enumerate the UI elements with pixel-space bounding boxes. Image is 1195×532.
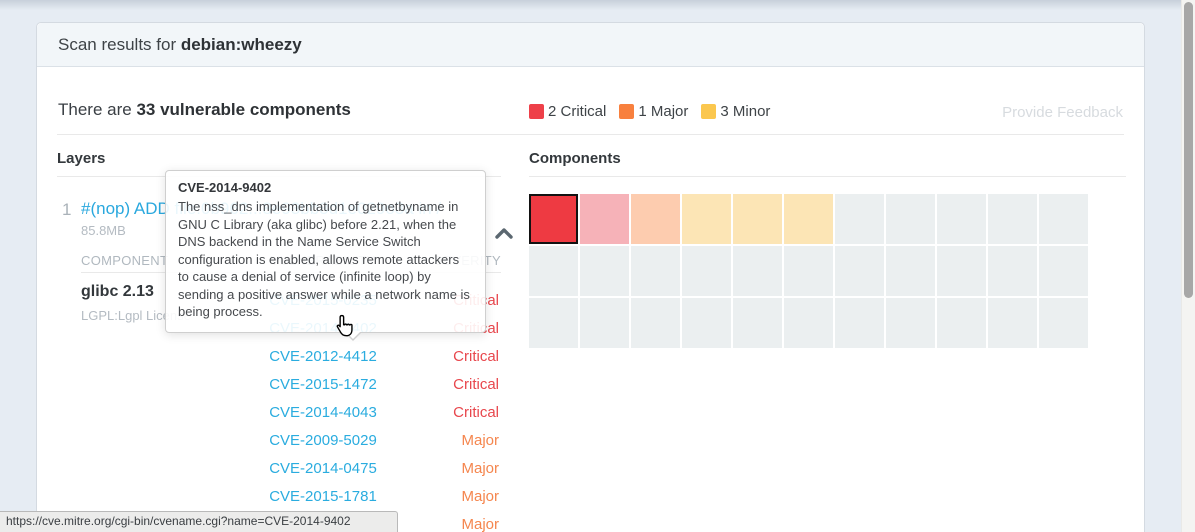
collapse-layer-button[interactable] (494, 226, 514, 240)
component-cell-none[interactable] (886, 246, 935, 296)
legend-swatch-icon (701, 104, 717, 119)
scan-results-panel: Scan results for debian:wheezy There are… (36, 22, 1145, 532)
cve-link[interactable]: CVE-2012-4412 (269, 348, 377, 365)
provide-feedback-link[interactable]: Provide Feedback (1002, 104, 1123, 121)
component-name: glibc 2.13 (81, 283, 154, 300)
tooltip-caret-fill (345, 330, 361, 339)
component-cell-critical-light[interactable] (580, 194, 629, 244)
layer-title-visible: #(nop) ADD (81, 199, 175, 218)
component-cell-none[interactable] (886, 298, 935, 348)
table-row: CVE-2009-5029 Major (81, 432, 501, 454)
panel-title-prefix: Scan results for (58, 35, 181, 54)
severity-badge: Major (461, 460, 499, 477)
cve-link[interactable]: CVE-2009-5029 (269, 432, 377, 449)
component-cell-none[interactable] (631, 298, 680, 348)
component-cell-none[interactable] (835, 194, 884, 244)
cve-link[interactable]: CVE-2015-1472 (269, 376, 377, 393)
component-cell-none[interactable] (937, 298, 986, 348)
legend-label: 1 Major (638, 103, 689, 120)
legend-swatch-icon (529, 104, 544, 119)
chevron-up-icon (495, 228, 513, 239)
component-cell-none[interactable] (937, 246, 986, 296)
cve-link[interactable]: CVE-2015-1781 (269, 488, 377, 505)
page-scrollbar[interactable] (1181, 0, 1195, 532)
legend-item-2: 3 Minor (701, 103, 770, 120)
layer-size: 85.8MB (81, 223, 126, 238)
severity-legend: 2 Critical 1 Major 3 Minor (529, 103, 783, 120)
panel-title: Scan results for debian:wheezy (37, 23, 1144, 67)
legend-swatch-icon (619, 104, 635, 119)
table-row: CVE-2015-1472 Critical (81, 376, 501, 398)
component-cell-none[interactable] (529, 246, 578, 296)
legend-label: 3 Minor (720, 103, 771, 120)
component-cell-minor[interactable] (682, 194, 731, 244)
table-row: Major (81, 516, 501, 532)
browser-status-bar: https://cve.mitre.org/cgi-bin/cvename.cg… (0, 511, 398, 532)
summary-prefix: There are (58, 100, 137, 119)
severity-badge: Critical (453, 376, 499, 393)
component-cell-none[interactable] (580, 246, 629, 296)
component-cell-none[interactable] (682, 298, 731, 348)
legend-item-1: 1 Major (619, 103, 688, 120)
component-cell-none[interactable] (733, 246, 782, 296)
component-cell-none[interactable] (580, 298, 629, 348)
components-divider (529, 176, 1126, 177)
cve-tooltip-title: CVE-2014-9402 (178, 180, 272, 195)
cve-tooltip: CVE-2014-9402 The nss_dns implementation… (165, 170, 486, 341)
layer-index: 1 (62, 200, 72, 219)
severity-badge: Critical (453, 404, 499, 421)
legend-label: 2 Critical (548, 103, 607, 120)
severity-badge: Critical (453, 348, 499, 365)
component-cell-none[interactable] (937, 194, 986, 244)
components-section-title: Components (529, 150, 621, 167)
component-cell-none[interactable] (784, 246, 833, 296)
component-cell-none[interactable] (682, 246, 731, 296)
component-cell-none[interactable] (988, 246, 1037, 296)
table-row: CVE-2015-1781 Major (81, 488, 501, 510)
table-row: CVE-2012-4412 Critical (81, 348, 501, 370)
component-cell-major[interactable] (631, 194, 680, 244)
component-cell-none[interactable] (1039, 194, 1088, 244)
layers-section-title: Layers (57, 150, 106, 167)
component-cell-none[interactable] (886, 194, 935, 244)
component-cell-minor[interactable] (784, 194, 833, 244)
cve-tooltip-description: The nss_dns implementation of getnetbyna… (178, 199, 470, 319)
component-cell-none[interactable] (631, 246, 680, 296)
component-cell-none[interactable] (1039, 298, 1088, 348)
summary-count: 33 vulnerable components (136, 100, 351, 119)
scrollbar-thumb[interactable] (1184, 2, 1193, 298)
component-cell-critical[interactable] (529, 194, 578, 244)
legend-item-0: 2 Critical (529, 103, 606, 120)
component-cell-minor[interactable] (733, 194, 782, 244)
component-cell-none[interactable] (988, 194, 1037, 244)
component-cell-none[interactable] (835, 298, 884, 348)
cve-link[interactable]: CVE-2014-4043 (269, 404, 377, 421)
severity-badge: Major (461, 516, 499, 532)
image-name: debian:wheezy (180, 35, 302, 54)
vulnerable-components-summary: There are 33 vulnerable components (58, 100, 351, 120)
component-cell-none[interactable] (988, 298, 1037, 348)
component-cell-none[interactable] (733, 298, 782, 348)
component-cell-none[interactable] (784, 298, 833, 348)
severity-badge: Major (461, 488, 499, 505)
component-cell-none[interactable] (1039, 246, 1088, 296)
cve-link[interactable]: CVE-2014-0475 (269, 460, 377, 477)
component-cell-none[interactable] (529, 298, 578, 348)
component-cell-none[interactable] (835, 246, 884, 296)
column-header-component: COMPONENT (81, 253, 169, 268)
component-license: LGPL:Lgpl License (81, 308, 191, 323)
severity-badge: Major (461, 432, 499, 449)
table-row: CVE-2014-0475 Major (81, 460, 501, 482)
table-row: CVE-2014-4043 Critical (81, 404, 501, 426)
summary-divider (57, 134, 1124, 135)
